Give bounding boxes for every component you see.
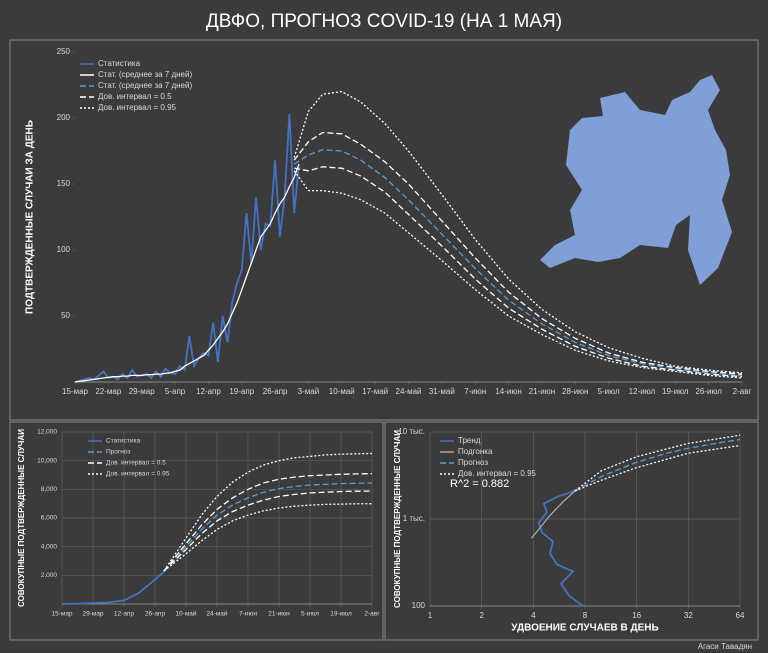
legend-label: Статистика: [98, 59, 141, 68]
x-axis-label: УДВОЕНИЕ СЛУЧАЕВ В ДЕНЬ: [511, 623, 658, 634]
x-tick-label: 2-авг: [733, 387, 752, 396]
x-tick-label: 7-июн: [464, 387, 486, 396]
x-tick-label: 12-апр: [114, 611, 135, 618]
x-tick-label: 22-мар: [95, 387, 122, 396]
x-tick-label: 1: [428, 611, 433, 620]
y-tick-label: 10,000: [37, 457, 57, 464]
series-line: [574, 438, 741, 492]
y-tick-label: 100: [412, 601, 426, 610]
x-tick-label: 10-май: [175, 610, 196, 618]
series-line: [530, 490, 576, 539]
x-tick-label: 26-апр: [145, 611, 166, 618]
x-tick-label: 19-июл: [330, 611, 352, 618]
legend-label: Дов. интервал = 0.5: [98, 92, 172, 101]
x-tick-label: 64: [736, 611, 745, 620]
legend-label: Дов. интервал = 0.95: [106, 471, 170, 478]
y-axis-label: ПОДТВЕРЖДЕННЫЕ СЛУЧАИ ЗА ДЕНЬ: [25, 120, 36, 314]
map: [540, 75, 732, 285]
x-tick-label: 29-мар: [82, 611, 103, 618]
interval-lower: [163, 490, 373, 572]
y-tick-label: 100: [57, 245, 71, 254]
x-tick-label: 8: [583, 611, 588, 620]
x-tick-label: 4: [531, 611, 536, 620]
top-panel: [9, 39, 759, 421]
legend-label: Подгонка: [458, 447, 493, 456]
interval-lower: [293, 170, 743, 379]
x-tick-label: 12-апр: [196, 387, 221, 396]
x-tick-label: 16: [632, 611, 641, 620]
y-tick-label: 4,000: [41, 543, 58, 550]
author: Агаси Тавадян: [698, 642, 752, 651]
x-tick-label: 32: [684, 611, 693, 620]
x-tick-label: 5-апр: [165, 387, 186, 396]
x-tick-label: 5-июл: [301, 611, 319, 618]
series-line: [293, 149, 743, 377]
legend-label: Дов. интервал = 0.95: [458, 469, 537, 478]
y-tick-label: 250: [57, 47, 71, 56]
legend-label: Тренд: [458, 436, 481, 445]
interval-lower: [163, 503, 373, 572]
x-tick-label: 24-май: [396, 387, 422, 396]
legend-label: Прогноз: [106, 449, 130, 456]
x-tick-label: 21-июн: [529, 387, 555, 396]
y-tick-label: 200: [57, 113, 71, 122]
interval-lower: [574, 444, 741, 492]
x-tick-label: 12-июл: [629, 387, 656, 396]
y-tick-label: 50: [61, 311, 70, 320]
right-panel: [384, 421, 759, 641]
x-tick-label: 15-мар: [51, 611, 72, 618]
legend-label: Стат. (среднее за 7 дней): [98, 70, 192, 79]
series-line: [537, 488, 584, 607]
y-tick-label: 10 тыс.: [398, 427, 425, 436]
series-line: [163, 482, 373, 572]
legend-label: Дов. интервал = 0.5: [106, 460, 166, 467]
y-tick-label: 8,000: [41, 486, 58, 493]
legend-label: Дов. интервал = 0.95: [98, 103, 177, 112]
x-tick-label: 29-мар: [129, 387, 156, 396]
y-axis-label: СОВОКУПНЫЕ ПОДТВЕРЖДЕННЫЕ СЛУЧАИ: [393, 430, 402, 608]
series-line: [61, 568, 167, 605]
interval-upper: [293, 131, 743, 375]
x-tick-label: 2-авг: [364, 611, 380, 618]
x-tick-label: 3-май: [298, 387, 320, 396]
interval-upper: [163, 472, 373, 572]
page-title: ДВФО, ПРОГНОЗ COVID-19 (НА 1 МАЯ): [206, 11, 562, 32]
y-tick-label: 12,000: [37, 429, 57, 436]
interval-upper: [163, 452, 373, 572]
x-tick-label: 17-май: [362, 387, 388, 396]
y-tick-label: 150: [57, 179, 71, 188]
x-tick-label: 21-июн: [268, 611, 290, 618]
y-tick-label: 1 тыс.: [403, 514, 425, 523]
series-line: [74, 163, 300, 383]
legend-label: Статистика: [106, 438, 141, 445]
x-tick-label: 19-июл: [662, 387, 689, 396]
x-tick-label: 19-апр: [229, 387, 254, 396]
x-tick-label: 15-мар: [62, 387, 89, 396]
x-tick-label: 26-апр: [263, 387, 288, 396]
legend-label: Стат. (среднее за 7 дней): [98, 81, 192, 90]
left-panel: [9, 421, 384, 641]
x-tick-label: 26-июл: [695, 387, 722, 396]
x-tick-label: 5-июл: [598, 387, 620, 396]
y-tick-label: 6,000: [41, 515, 58, 522]
y-axis-label: СОВОКУПНЫЕ ПОДТВЕРЖДЕННЫЕ СЛУЧАИ: [17, 429, 26, 607]
x-tick-label: 28-июн: [562, 387, 588, 396]
interval-lower: [294, 166, 743, 378]
x-tick-label: 7-июн: [239, 611, 257, 618]
x-tick-label: 2: [479, 611, 484, 620]
x-tick-label: 14-июн: [495, 387, 521, 396]
x-tick-label: 31-май: [429, 387, 455, 396]
legend-label: Прогноз: [458, 458, 488, 467]
y-tick-label: 2,000: [41, 572, 58, 579]
x-tick-label: 24-май: [206, 610, 227, 618]
annotation: R^2 = 0.882: [450, 478, 509, 490]
x-tick-label: 10-май: [329, 387, 355, 396]
